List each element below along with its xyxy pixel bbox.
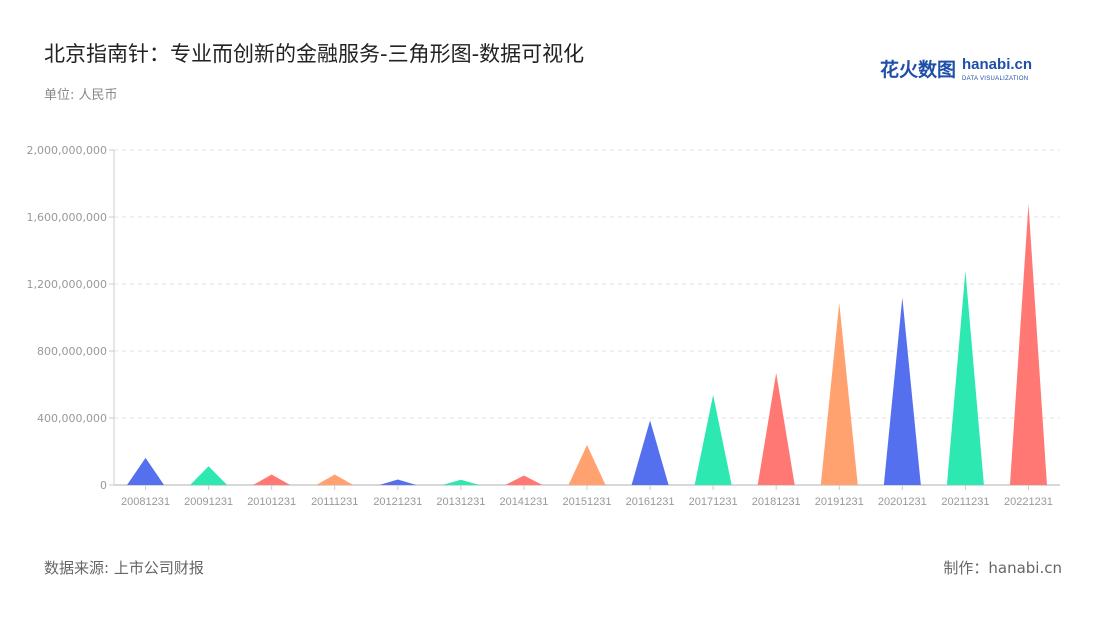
- x-tick-label: 20141231: [499, 496, 548, 508]
- y-tick-label: 0: [100, 479, 107, 492]
- triangle-bar-20101231: [253, 474, 291, 485]
- triangle-bar-20091231: [190, 466, 228, 485]
- triangle-bar-20151231: [568, 444, 606, 485]
- logo-en-text: hanabi.cn: [962, 56, 1033, 73]
- triangle-bar-20191231: [820, 302, 858, 485]
- x-tick-label: 20151231: [563, 496, 612, 508]
- triangle-bar-20141231: [505, 475, 543, 485]
- maker-credit: 制作：hanabi.cn: [943, 559, 1062, 577]
- x-tick-label: 20211231: [941, 496, 989, 508]
- x-tick-label: 20221231: [1004, 496, 1053, 508]
- logo-cn: 花火数图: [880, 58, 957, 81]
- triangle-bar-20221231: [1009, 204, 1047, 485]
- triangle-bar-20171231: [694, 395, 732, 485]
- triangle-bar-20181231: [757, 372, 795, 485]
- x-tick-label: 20181231: [752, 496, 801, 508]
- y-tick-label: 800,000,000: [37, 345, 107, 358]
- x-tick-label: 20091231: [184, 496, 233, 508]
- triangle-bar-20121231: [379, 479, 417, 485]
- x-tick-label: 20131231: [436, 496, 485, 508]
- unit-label: 单位: 人民币: [44, 88, 118, 103]
- hanabi-logo: 花火数图 hanabi.cn DATA VISUALIZATION: [880, 56, 1032, 83]
- triangle-bar-20081231: [127, 457, 165, 485]
- x-tick-label: 20201231: [878, 496, 927, 508]
- data-source: 数据来源: 上市公司财报: [44, 559, 204, 577]
- y-tick-label: 2,000,000,000: [27, 144, 107, 157]
- logo-sub-text: DATA VISUALIZATION: [962, 76, 1029, 82]
- x-tick-label: 20171231: [689, 496, 738, 508]
- x-tick-label: 20161231: [626, 496, 675, 508]
- y-tick-label: 1,600,000,000: [27, 211, 107, 224]
- triangle-bar-20161231: [631, 420, 669, 485]
- triangle-bar-20131231: [442, 479, 480, 485]
- y-tick-label: 1,200,000,000: [27, 278, 107, 291]
- x-tick-label: 20121231: [373, 496, 422, 508]
- logo-en: hanabi.cn DATA VISUALIZATION: [962, 56, 1032, 83]
- y-tick-label: 400,000,000: [37, 412, 107, 425]
- chart-title: 北京指南针：专业而创新的金融服务-三角形图-数据可视化: [44, 42, 585, 66]
- x-tick-label: 20191231: [815, 496, 864, 508]
- x-tick-label: 20111231: [311, 496, 358, 508]
- triangle-bar-20201231: [883, 297, 921, 485]
- triangle-bar-20211231: [946, 270, 984, 485]
- x-tick-label: 20081231: [121, 496, 170, 508]
- x-tick-label: 20101231: [247, 496, 296, 508]
- triangle-bar-20111231: [316, 474, 354, 485]
